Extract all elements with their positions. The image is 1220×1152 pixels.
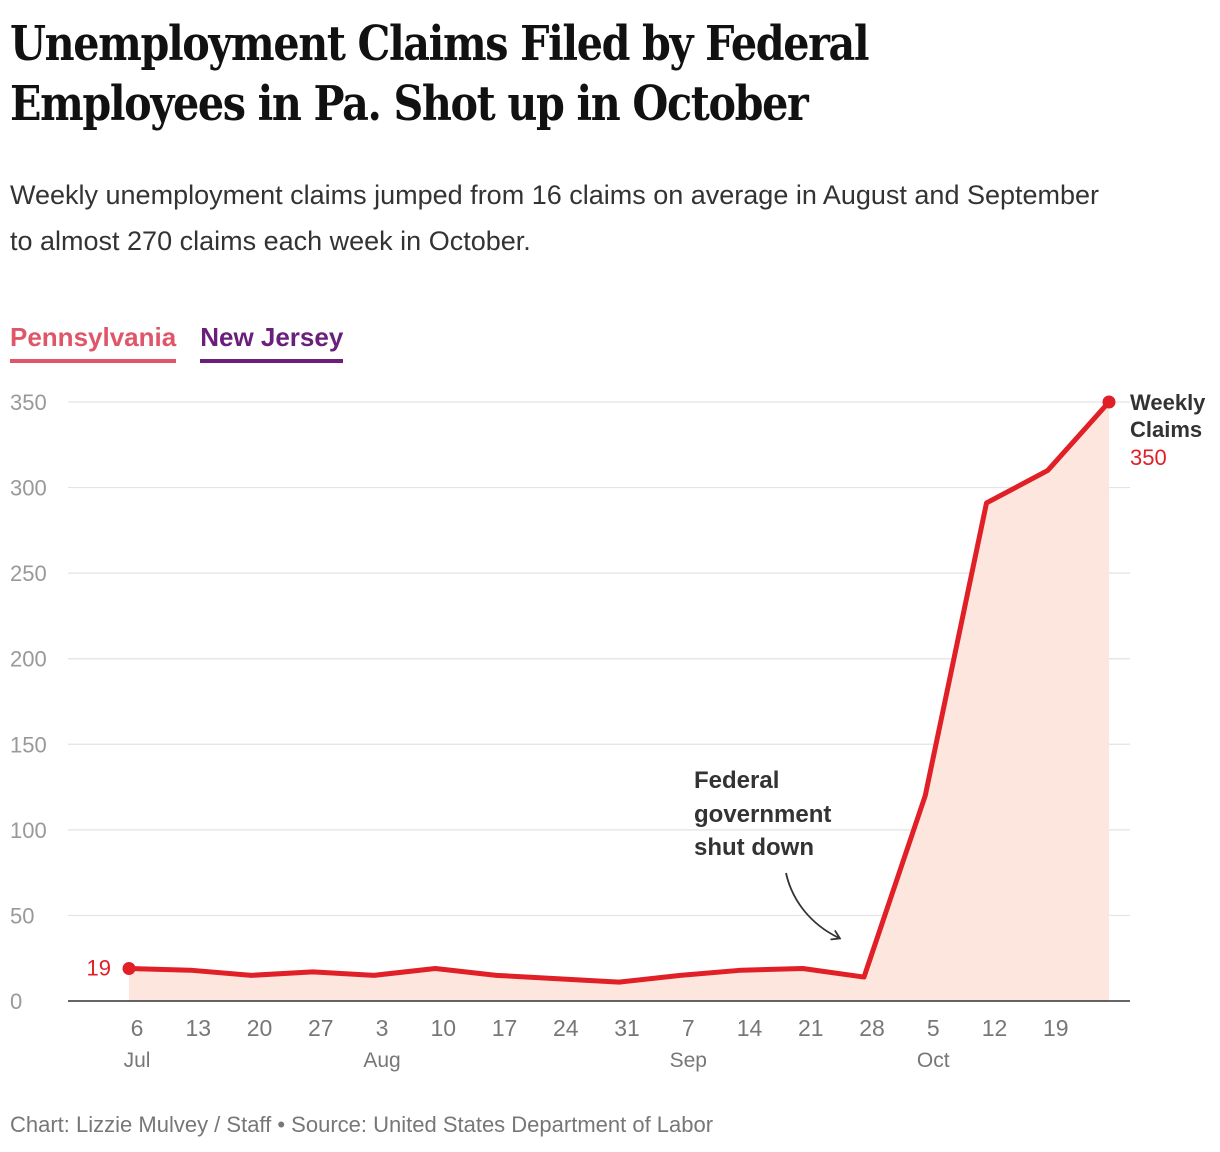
- chart-title: Unemployment Claims Filed by Federal Emp…: [10, 14, 1033, 134]
- y-tick-label-50: 50: [10, 903, 34, 928]
- x-tick-label-2: 20: [247, 1015, 273, 1041]
- start-point: [122, 961, 136, 975]
- x-axis-labels: 6 13 20 27 3 10 17 24 31 7 14 21 28 5 12 19 Jul Aug Sep Oct: [124, 1015, 1069, 1072]
- y-tick-label-200: 200: [10, 647, 47, 672]
- month-label-sep: Sep: [670, 1049, 707, 1072]
- x-tick-label-7: 24: [553, 1015, 579, 1041]
- x-tick-label-8: 31: [614, 1015, 640, 1041]
- y-tick-label-150: 150: [10, 732, 47, 757]
- y-tick-label-300: 300: [10, 476, 47, 501]
- start-value-label: 19: [87, 955, 111, 980]
- annotation-line-3: shut down: [694, 834, 814, 861]
- x-tick-label-13: 5: [927, 1015, 940, 1041]
- x-tick-label-12: 28: [859, 1015, 885, 1041]
- y-tick-label-0: 0: [10, 989, 22, 1014]
- month-label-aug: Aug: [363, 1049, 400, 1072]
- annotation-line-1: Federal: [694, 767, 779, 794]
- end-value-label: 350: [1130, 445, 1167, 470]
- line-chart: 0 50 100 150 200 250 300 350 6 13 20 27 3 10 17 24 31 7 1…: [10, 390, 1206, 1072]
- tab-pennsylvania[interactable]: Pennsylvania: [10, 320, 177, 363]
- annotation-arrow: [785, 872, 842, 941]
- end-series-label-line-1: Weekly: [1130, 390, 1206, 415]
- y-tick-label-100: 100: [10, 818, 47, 843]
- x-tick-label-0: 6: [131, 1015, 144, 1041]
- x-tick-label-9: 7: [682, 1015, 695, 1041]
- y-axis-labels: 0 50 100 150 200 250 300 350: [10, 390, 47, 1014]
- state-tabs: Pennsylvania New Jersey: [10, 320, 344, 363]
- chart-title-line-1: Unemployment Claims Filed by Federal: [10, 16, 870, 72]
- chart-subtitle: Weekly unemployment claims jumped from 1…: [10, 180, 1100, 256]
- chart-footer: Chart: Lizzie Mulvey / Staff • Source: U…: [10, 1112, 714, 1137]
- pennsylvania-area: [129, 402, 1109, 1001]
- x-tick-label-6: 17: [492, 1015, 518, 1041]
- chart-title-line-2: Employees in Pa. Shot up in October: [10, 76, 809, 132]
- x-tick-label-1: 13: [185, 1015, 211, 1041]
- y-tick-label-350: 350: [10, 390, 47, 415]
- tab-new-jersey[interactable]: New Jersey: [200, 320, 344, 363]
- x-tick-label-11: 21: [798, 1015, 824, 1041]
- x-tick-label-14: 12: [982, 1015, 1008, 1041]
- annotation-line-2: government: [694, 801, 831, 828]
- x-tick-label-4: 3: [376, 1015, 389, 1041]
- pennsylvania-line: [126, 399, 1112, 985]
- x-tick-label-15: 19: [1043, 1015, 1069, 1041]
- y-tick-label-250: 250: [10, 561, 47, 586]
- month-label-oct: Oct: [917, 1049, 950, 1072]
- end-series-label-line-2: Claims: [1130, 417, 1202, 442]
- x-tick-label-5: 10: [430, 1015, 456, 1041]
- x-tick-label-3: 27: [308, 1015, 334, 1041]
- x-tick-label-10: 14: [737, 1015, 763, 1041]
- end-point: [1102, 395, 1116, 409]
- month-label-jul: Jul: [124, 1049, 151, 1072]
